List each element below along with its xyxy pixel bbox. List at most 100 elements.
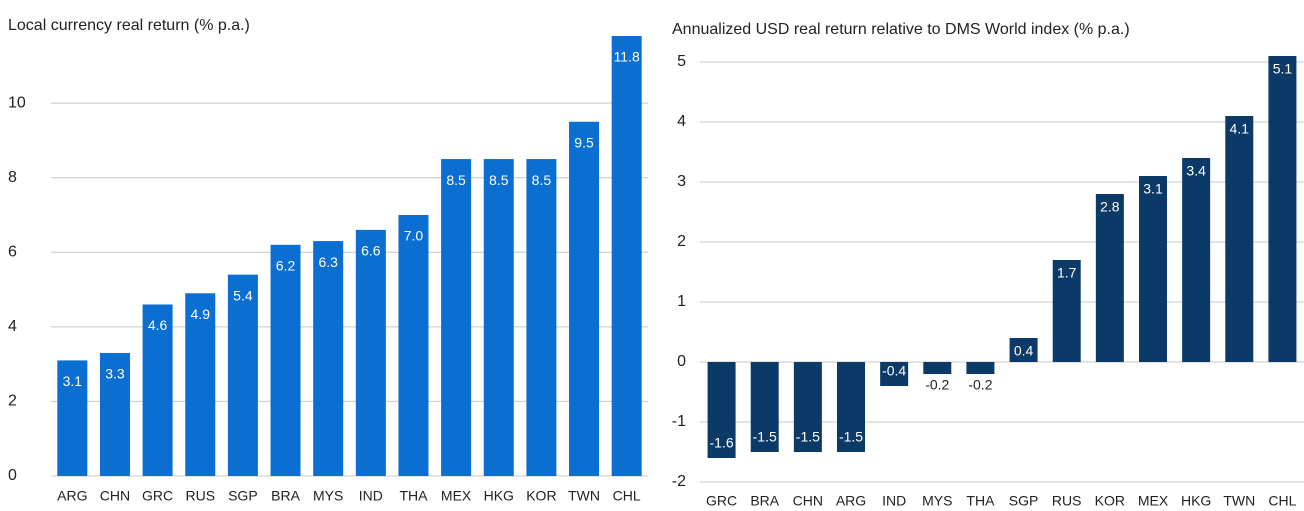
x-tick-label: THA xyxy=(966,493,995,509)
value-label: 6.3 xyxy=(318,254,338,270)
value-label: -0.4 xyxy=(882,363,906,379)
bar xyxy=(923,362,952,374)
value-label: 4.6 xyxy=(148,317,168,333)
bar xyxy=(1139,176,1167,362)
y-tick-label: 8 xyxy=(8,169,17,186)
x-tick-label: BRA xyxy=(271,488,300,504)
y-tick-label: 2 xyxy=(677,233,686,250)
bar xyxy=(837,362,865,452)
y-tick-label: 4 xyxy=(8,318,17,335)
value-label: -1.5 xyxy=(753,429,777,445)
value-label: 3.1 xyxy=(63,373,83,389)
y-tick-label: 2 xyxy=(8,393,17,410)
x-tick-label: GRC xyxy=(142,488,173,504)
bar xyxy=(313,241,344,476)
y-tick-label: -2 xyxy=(672,473,686,490)
x-tick-label: ARG xyxy=(57,488,87,504)
chart-title: Local currency real return (% p.a.) xyxy=(8,17,250,34)
value-label: -0.2 xyxy=(968,377,992,393)
bar xyxy=(569,121,600,477)
y-tick-label: 0 xyxy=(8,467,17,484)
y-tick-label: 10 xyxy=(8,94,26,111)
value-label: 5.4 xyxy=(233,287,253,303)
bar xyxy=(793,362,822,452)
x-tick-label: KOR xyxy=(526,488,556,504)
value-label: 4.9 xyxy=(191,306,211,322)
bar xyxy=(185,293,216,476)
value-label: 6.6 xyxy=(361,243,381,259)
y-tick-label: 0 xyxy=(677,353,686,370)
bar xyxy=(441,159,472,476)
value-label: 3.3 xyxy=(105,366,125,382)
value-label: 8.5 xyxy=(532,172,552,188)
chart-title: Annualized USD real return relative to D… xyxy=(672,21,1130,38)
value-label: 3.1 xyxy=(1143,181,1163,197)
bar xyxy=(880,362,909,386)
x-tick-label: CHN xyxy=(793,493,823,509)
x-tick-label: RUS xyxy=(185,488,215,504)
bar xyxy=(227,274,258,476)
x-tick-label: HKG xyxy=(1181,493,1211,509)
x-tick-label: IND xyxy=(359,488,383,504)
bar xyxy=(398,214,429,477)
y-tick-label: -1 xyxy=(672,413,686,430)
value-label: 11.8 xyxy=(614,49,640,65)
value-label: -1.5 xyxy=(839,429,863,445)
bar xyxy=(99,352,130,476)
x-tick-label: MYS xyxy=(922,493,952,509)
x-tick-label: MEX xyxy=(1138,493,1169,509)
value-label: 9.5 xyxy=(574,134,594,150)
x-tick-label: ARG xyxy=(836,493,866,509)
value-label: 0.4 xyxy=(1014,343,1034,359)
value-label: 4.1 xyxy=(1230,121,1250,137)
bar xyxy=(483,159,514,476)
value-label: 7.0 xyxy=(404,228,424,244)
x-tick-label: RUS xyxy=(1052,493,1082,509)
value-label: 3.4 xyxy=(1186,163,1206,179)
y-tick-label: 5 xyxy=(677,53,686,70)
bar xyxy=(707,362,736,458)
x-tick-label: BRA xyxy=(750,493,779,509)
x-tick-label: SGP xyxy=(228,488,258,504)
bar xyxy=(1095,194,1124,362)
y-tick-label: 3 xyxy=(677,173,686,190)
x-tick-label: CHL xyxy=(613,488,641,504)
value-label: -1.6 xyxy=(710,435,734,451)
x-tick-label: CHL xyxy=(1268,493,1296,509)
bar xyxy=(1182,158,1211,362)
x-tick-label: CHN xyxy=(100,488,130,504)
value-label: 1.7 xyxy=(1057,265,1077,281)
bar xyxy=(1225,116,1254,362)
value-label: 8.5 xyxy=(446,172,466,188)
value-label: 5.1 xyxy=(1273,61,1293,77)
y-tick-label: 4 xyxy=(677,113,686,130)
bar xyxy=(142,304,173,476)
bar xyxy=(1052,260,1081,362)
value-label: 2.8 xyxy=(1100,199,1120,215)
x-tick-label: HKG xyxy=(484,488,514,504)
bar xyxy=(750,362,779,452)
bar xyxy=(526,159,557,476)
x-tick-label: GRC xyxy=(706,493,737,509)
x-tick-label: SGP xyxy=(1009,493,1039,509)
x-tick-label: TWN xyxy=(1223,493,1255,509)
x-tick-label: THA xyxy=(399,488,428,504)
bar xyxy=(57,360,88,476)
bar xyxy=(966,362,995,374)
y-tick-label: 6 xyxy=(8,243,17,260)
x-tick-label: MYS xyxy=(313,488,343,504)
bar xyxy=(1268,56,1297,362)
bar xyxy=(270,244,301,476)
value-label: 8.5 xyxy=(489,172,509,188)
x-tick-label: TWN xyxy=(568,488,600,504)
value-label: -0.2 xyxy=(925,377,949,393)
bar xyxy=(1009,338,1038,362)
bar xyxy=(611,36,642,476)
x-tick-label: MEX xyxy=(441,488,472,504)
value-label: -1.5 xyxy=(796,429,820,445)
value-label: 6.2 xyxy=(276,258,296,274)
bar xyxy=(355,229,386,476)
y-tick-label: 1 xyxy=(677,293,686,310)
x-tick-label: KOR xyxy=(1095,493,1125,509)
